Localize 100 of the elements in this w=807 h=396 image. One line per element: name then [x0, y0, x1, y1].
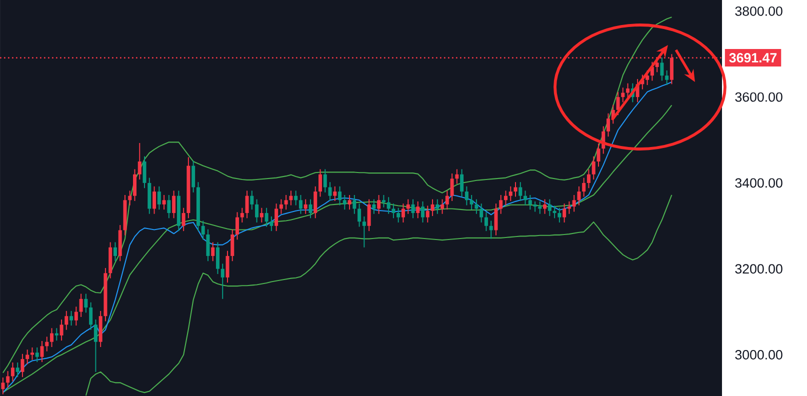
candlestick: [89, 302, 93, 330]
candlestick: [230, 228, 234, 262]
candlestick: [440, 198, 444, 214]
candlestick: [60, 319, 64, 342]
candlestick: [245, 190, 249, 219]
candlestick: [480, 203, 484, 223]
candlestick: [132, 168, 137, 202]
candlestick: [192, 160, 196, 193]
candlestick: [211, 242, 215, 262]
candlestick: [524, 190, 528, 206]
candlestick: [455, 168, 459, 184]
candlestick: [367, 198, 371, 232]
candlestick: [182, 207, 186, 232]
candlestick: [289, 190, 293, 206]
candlestick: [464, 186, 468, 206]
candlestick: [270, 216, 274, 232]
candlestick: [50, 328, 54, 348]
candlestick: [284, 194, 288, 210]
candlestick: [342, 194, 346, 210]
candlestick: [406, 198, 410, 214]
candlestick: [572, 194, 576, 212]
candlestick: [30, 346, 34, 360]
candlestick: [26, 349, 30, 365]
candlestick: [352, 194, 356, 214]
candlestick: [421, 200, 425, 223]
candlestick: [79, 293, 83, 318]
candlestick: [514, 182, 518, 198]
y-tick-label: 3400.00: [735, 178, 782, 188]
candlestick: [138, 142, 142, 180]
candlestick: [508, 186, 512, 202]
candlestick: [596, 142, 600, 168]
candlestick: [552, 205, 556, 219]
candlestick: [20, 353, 24, 378]
candlestick: [314, 186, 318, 219]
candlestick: [348, 194, 352, 210]
candlestick: [504, 190, 508, 206]
candlestick: [298, 194, 302, 214]
candlestick: [586, 168, 590, 189]
candlestick: [220, 263, 224, 300]
candlestick: [6, 370, 10, 388]
candlestick: [533, 200, 537, 212]
y-tick-label: 3000.00: [735, 350, 782, 360]
candlestick: [665, 70, 669, 86]
candlestick: [128, 190, 132, 206]
candlestick: [157, 186, 161, 210]
candlestick: [70, 310, 74, 326]
y-tick-label: 3200.00: [735, 264, 782, 274]
candlestick: [470, 194, 474, 210]
candlestick: [592, 156, 596, 180]
candlestick: [162, 194, 166, 210]
candlestick: [518, 182, 522, 202]
candlestick: [172, 190, 176, 219]
candlestick: [430, 198, 434, 217]
candlestick: [318, 168, 322, 198]
candlestick: [499, 194, 503, 214]
candlestick: [167, 194, 171, 219]
candlestick: [562, 203, 566, 223]
candlestick: [294, 190, 298, 206]
candlestick: [10, 362, 14, 382]
candlestick: [304, 198, 308, 214]
candlestick: [64, 310, 68, 330]
candlestick: [362, 216, 366, 248]
candlestick: [40, 340, 44, 363]
candlestick: [45, 336, 49, 352]
candlestick: [416, 200, 420, 219]
candlestick: [338, 186, 342, 206]
candlestick: [206, 228, 210, 262]
candlestick: [255, 198, 259, 223]
candlestick: [460, 168, 464, 198]
candlestick: [372, 198, 376, 214]
candlestick: [201, 220, 205, 240]
candlestick: [411, 198, 415, 219]
y-tick-label: 3800.00: [735, 6, 782, 16]
candlestick: [577, 186, 581, 206]
candlestick: [216, 242, 220, 275]
candlestick: [16, 362, 20, 378]
candlestick: [426, 205, 430, 223]
candlestick: [358, 203, 362, 228]
candlestick: [113, 242, 117, 262]
candlestick: [401, 203, 405, 223]
candlestick: [392, 203, 396, 219]
candlestick: [558, 207, 562, 223]
candlestick: [494, 203, 498, 236]
candlestick: [538, 200, 542, 214]
candlestick: [84, 293, 88, 314]
candlestick: [450, 173, 454, 202]
candlestick: [474, 198, 478, 214]
candlestick: [152, 186, 156, 214]
candlestick: [328, 182, 332, 202]
candlestick: [489, 220, 493, 240]
candlestick: [660, 57, 664, 82]
candlestick: [74, 306, 78, 326]
candlestick: [626, 82, 630, 98]
candlestick: [333, 186, 337, 202]
candlestick: [621, 87, 625, 103]
candlestick: [35, 346, 39, 363]
candlestick: [548, 198, 552, 217]
candlestick: [445, 190, 449, 210]
ref-line-label: 3691.47: [729, 53, 777, 63]
candlestick: [386, 196, 390, 214]
